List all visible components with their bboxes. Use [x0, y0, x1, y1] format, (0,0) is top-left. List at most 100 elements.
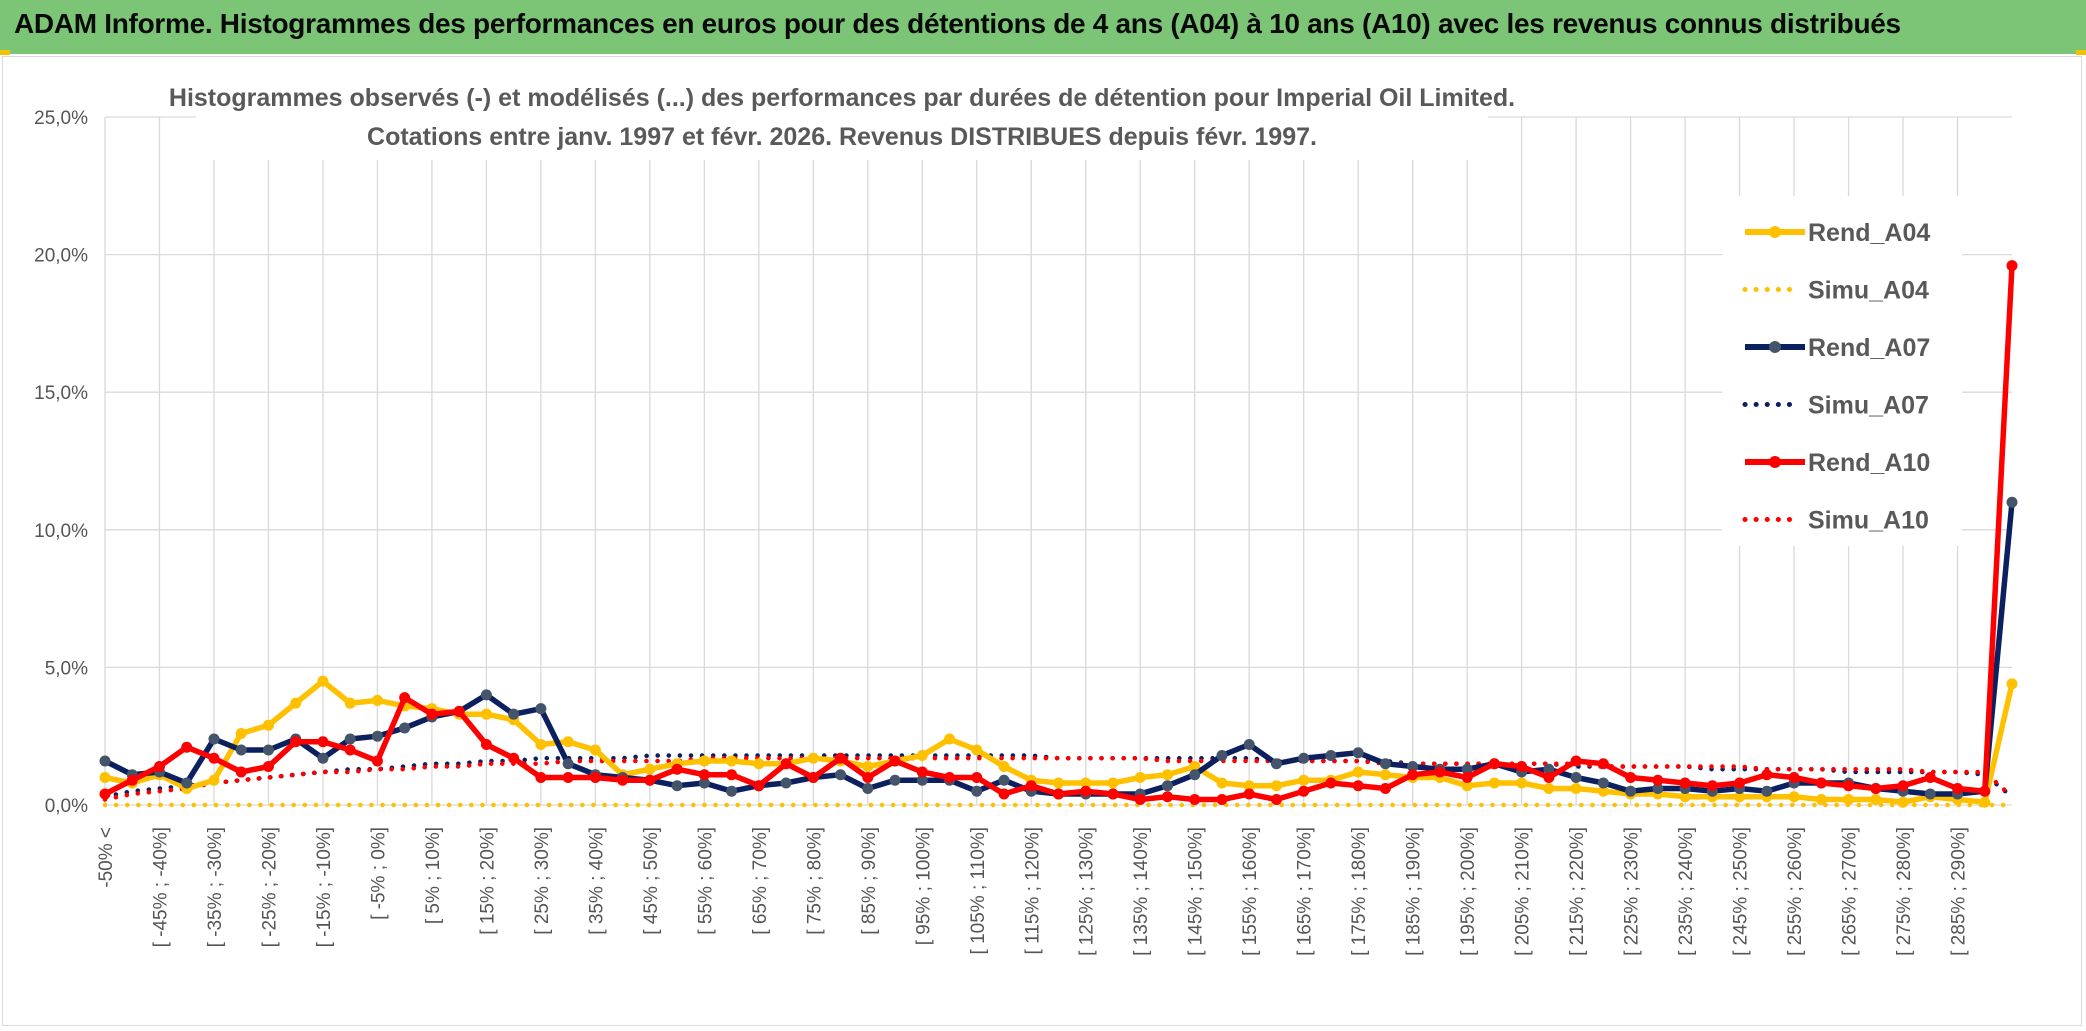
data-point: [1161, 791, 1173, 803]
y-tick-label: 15,0%: [34, 383, 88, 404]
data-point: [1597, 785, 1609, 797]
legend-entry-Simu_A10: Simu_A10: [1742, 507, 1929, 535]
data-point: [235, 766, 247, 778]
data-point: [317, 752, 329, 764]
data-point: [1352, 747, 1364, 759]
data-point: [1270, 793, 1282, 805]
x-tick-label: [ 155% ; 160%]: [1240, 827, 1261, 956]
series-line: [102, 755, 2015, 802]
y-tick-label: 0,0%: [45, 796, 88, 817]
x-tick-label: -50% <: [96, 827, 117, 888]
x-tick-label: [ -45% ; -40%]: [150, 827, 171, 947]
data-point: [1570, 782, 1582, 794]
legend-marker: [1769, 341, 1781, 353]
data-point: [1243, 780, 1255, 792]
data-point: [317, 736, 329, 748]
data-point: [1407, 760, 1419, 772]
x-tick-label: [ 45% ; 50%]: [641, 827, 662, 935]
data-point: [1570, 771, 1582, 783]
data-point: [916, 766, 928, 778]
series-Simu_A10: [102, 755, 2015, 802]
data-point: [971, 785, 983, 797]
data-point: [1379, 782, 1391, 794]
data-point: [1815, 777, 1827, 789]
data-point: [1025, 780, 1037, 792]
data-point: [944, 733, 956, 745]
data-point: [671, 763, 683, 775]
legend-marker: [1769, 226, 1781, 238]
data-point: [1243, 788, 1255, 800]
x-tick-label: [ 235% ; 240%]: [1676, 827, 1697, 956]
banner-accent-right: [2076, 50, 2086, 55]
data-point: [1134, 793, 1146, 805]
data-point: [1080, 777, 1092, 789]
x-tick-label: [ 85% ; 90%]: [859, 827, 880, 935]
data-point: [262, 719, 274, 731]
data-point: [1325, 777, 1337, 789]
data-point: [780, 777, 792, 789]
data-point: [1379, 758, 1391, 770]
data-point: [126, 774, 138, 786]
data-point: [1488, 758, 1500, 770]
data-point: [535, 703, 547, 715]
data-point: [371, 730, 383, 742]
data-point: [562, 758, 574, 770]
data-point: [1189, 760, 1201, 772]
legend-entry-Rend_A10: Rend_A10: [1745, 449, 1930, 477]
x-tick-label: [ 165% ; 170%]: [1295, 827, 1316, 956]
data-point: [1897, 796, 1909, 808]
data-point: [1843, 780, 1855, 792]
data-point: [1352, 780, 1364, 792]
data-point: [181, 741, 193, 753]
x-tick-label: [ 175% ; 180%]: [1349, 827, 1370, 956]
data-point: [944, 771, 956, 783]
data-point: [371, 694, 383, 706]
data-point: [1216, 793, 1228, 805]
data-point: [535, 771, 547, 783]
legend-label: Simu_A10: [1808, 507, 1929, 535]
data-point: [1134, 771, 1146, 783]
legend-label: Rend_A04: [1808, 219, 1930, 247]
data-point: [1461, 771, 1473, 783]
data-point: [2006, 678, 2018, 690]
data-point: [290, 697, 302, 709]
x-tick-label: [ 265% ; 270%]: [1840, 827, 1861, 956]
data-point: [862, 760, 874, 772]
data-point: [1979, 785, 1991, 797]
data-point: [480, 689, 492, 701]
data-point: [644, 774, 656, 786]
data-point: [1734, 777, 1746, 789]
chart-frame: [2, 56, 2082, 1026]
data-point: [99, 771, 111, 783]
data-point: [1761, 785, 1773, 797]
data-point: [998, 760, 1010, 772]
data-point: [644, 763, 656, 775]
data-point: [971, 744, 983, 756]
x-axis-ticks: -50% < [ -45% ; -40%] [ -35% ; -30%] [ -25%…: [96, 827, 1970, 956]
data-point: [1625, 785, 1637, 797]
data-point: [1815, 793, 1827, 805]
x-tick-label: [ 195% ; 200%]: [1458, 827, 1479, 956]
data-point: [262, 760, 274, 772]
x-tick-label: [ 25% ; 30%]: [532, 827, 553, 935]
data-point: [1053, 777, 1064, 789]
data-point: [1543, 782, 1555, 794]
data-point: [1216, 777, 1228, 789]
x-tick-label: [ 105% ; 110%]: [968, 827, 989, 954]
y-axis-ticks: 0,0% 5,0% 10,0% 15,0% 20,0% 25,0%: [34, 108, 88, 817]
x-tick-label: [ 75% ; 80%]: [804, 827, 825, 935]
data-point: [617, 774, 629, 786]
data-point: [1352, 766, 1364, 778]
data-point: [753, 758, 765, 770]
data-point: [317, 675, 329, 687]
data-point: [1979, 796, 1991, 808]
data-point: [508, 752, 520, 764]
data-point: [753, 780, 765, 792]
data-point: [399, 722, 411, 734]
data-point: [1788, 791, 1800, 803]
data-point: [1189, 769, 1201, 781]
data-point: [1189, 793, 1201, 805]
data-point: [889, 774, 901, 786]
data-point: [1652, 774, 1664, 786]
x-tick-label: [ -35% ; -30%]: [205, 827, 226, 947]
